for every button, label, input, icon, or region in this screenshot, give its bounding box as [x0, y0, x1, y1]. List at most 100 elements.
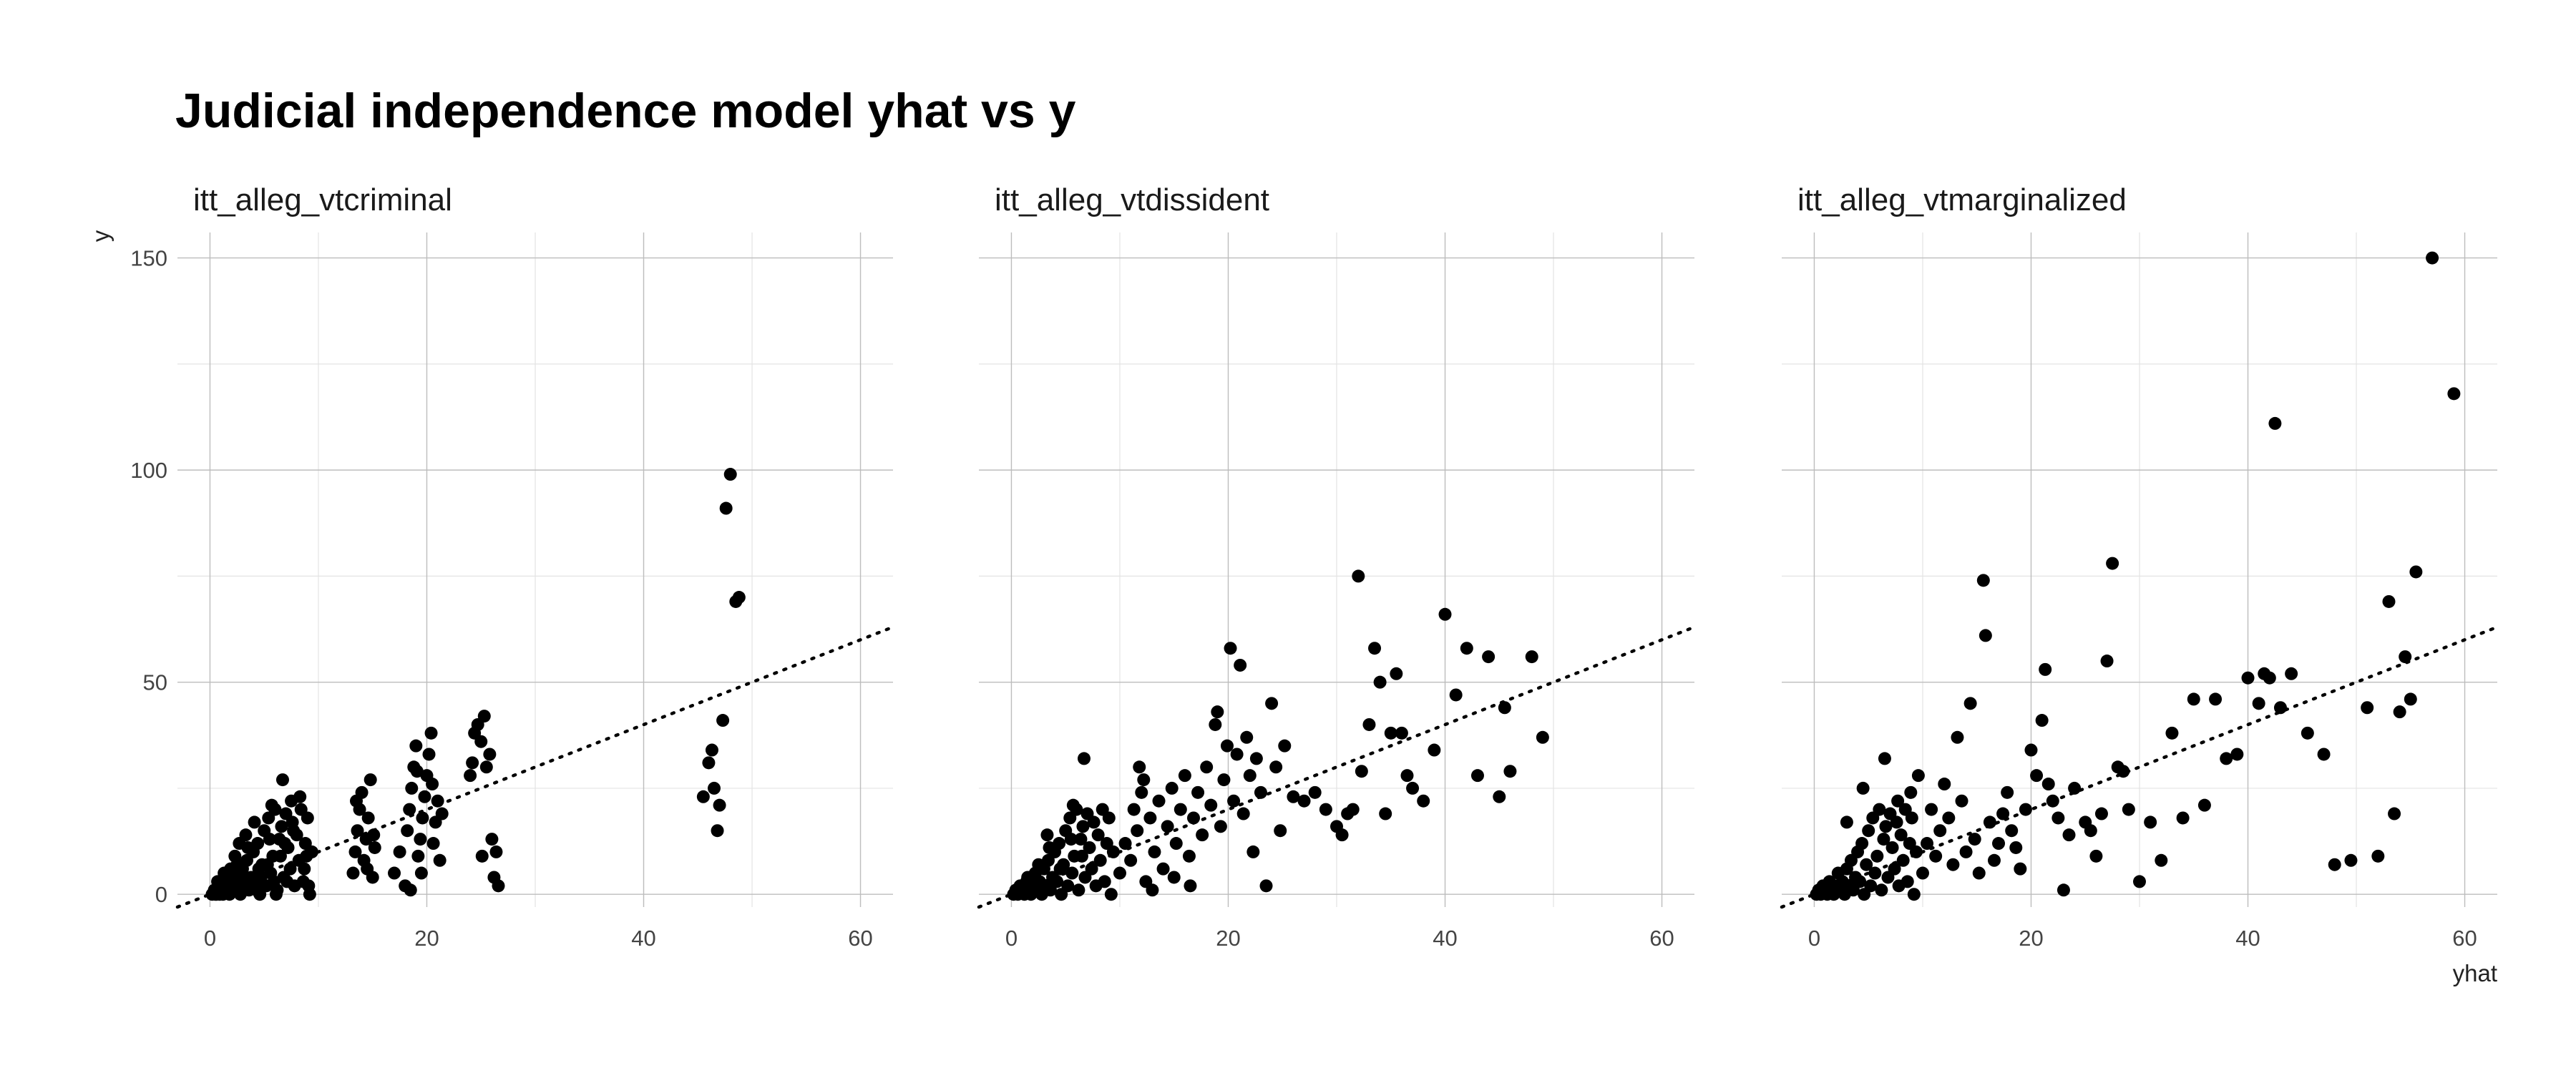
data-point [1087, 815, 1101, 829]
data-point [2361, 701, 2374, 715]
data-point [1265, 697, 1279, 710]
data-point [1178, 769, 1191, 783]
data-point [705, 743, 718, 757]
data-point [1077, 752, 1091, 765]
data-point [351, 824, 364, 838]
data-point [2019, 803, 2032, 816]
data-point [273, 849, 287, 863]
data-point [1143, 811, 1157, 825]
x-tick-label: 20 [1216, 926, 1240, 951]
data-point [1224, 642, 1237, 655]
data-point [1072, 883, 1085, 897]
data-point [1146, 883, 1159, 897]
data-point [260, 858, 274, 871]
data-point [1043, 841, 1056, 854]
data-point [301, 811, 314, 825]
data-point [1870, 849, 1884, 863]
data-point [1133, 760, 1146, 774]
y-tick-label: 150 [130, 246, 167, 271]
data-point [1909, 845, 1923, 858]
data-point [2382, 594, 2396, 608]
data-point [2409, 565, 2423, 579]
data-point [1875, 883, 1888, 897]
data-point [1406, 781, 1420, 795]
data-point [401, 824, 414, 838]
data-point [2268, 416, 2282, 430]
data-point [2001, 785, 2014, 799]
data-point [1390, 667, 1403, 680]
data-point [435, 807, 449, 820]
data-point [2263, 671, 2276, 685]
data-point [489, 845, 503, 858]
data-point [2051, 811, 2065, 825]
data-point [2187, 692, 2200, 706]
data-point [2005, 824, 2019, 838]
data-point [275, 773, 289, 787]
data-point [1249, 752, 1263, 765]
data-point [1137, 773, 1151, 787]
data-point [1091, 828, 1105, 842]
data-point [1373, 675, 1387, 689]
y-tick-label: 50 [143, 670, 167, 695]
data-point [475, 849, 489, 863]
reference-line [1780, 625, 2499, 909]
data-point [1395, 726, 1408, 740]
data-point [2241, 671, 2255, 685]
x-tick-label: 60 [848, 926, 872, 951]
data-point [464, 769, 477, 783]
data-point [1243, 769, 1257, 783]
data-point [1877, 833, 1890, 846]
data-point [1169, 837, 1183, 851]
data-point [1878, 752, 1891, 765]
data-point [1942, 811, 1956, 825]
data-point [716, 714, 730, 727]
data-point [1428, 743, 1441, 757]
data-point [1400, 769, 1414, 783]
data-point [361, 811, 375, 825]
data-point [732, 591, 746, 604]
data-point [250, 883, 263, 897]
data-point [1368, 642, 1382, 655]
data-point [414, 866, 428, 880]
data-point [1879, 820, 1893, 833]
x-tick-label: 0 [1005, 926, 1018, 951]
data-point [1040, 828, 1054, 842]
facet-panels: 0 20 40 60 0 50 100 150 itt_alleg_vtcriminal 0 20 4… [130, 182, 2499, 951]
data-point [2285, 667, 2298, 680]
data-point [2404, 692, 2417, 706]
x-tick-label: 60 [1649, 926, 1674, 951]
data-point [251, 837, 265, 851]
data-point [409, 739, 423, 753]
data-point [278, 837, 291, 851]
data-point [1352, 569, 1365, 583]
data-point [713, 798, 726, 812]
data-point [418, 790, 431, 803]
data-point [263, 833, 276, 846]
data-point [2030, 769, 2044, 783]
data-point [2046, 794, 2059, 808]
data-point [485, 833, 499, 846]
data-point [2252, 697, 2265, 710]
data-point [2106, 557, 2119, 570]
data-point [1234, 658, 1247, 672]
data-point [2009, 841, 2023, 854]
data-point [1148, 845, 1161, 858]
data-point [1921, 837, 1934, 851]
y-tick-label: 0 [155, 882, 167, 907]
y-axis-title: y [87, 230, 114, 242]
data-point [2176, 811, 2190, 825]
facet-label: itt_alleg_vtmarginalized [1797, 182, 2127, 217]
data-point [696, 790, 710, 803]
data-point [1065, 866, 1079, 880]
data-point [2197, 798, 2211, 812]
x-tick-label: 0 [204, 926, 216, 951]
x-tick-label: 20 [2019, 926, 2043, 951]
data-point [1417, 794, 1430, 808]
data-point [1053, 862, 1067, 876]
data-point [1075, 849, 1088, 863]
data-point [1460, 642, 1473, 655]
data-point [1525, 650, 1538, 664]
data-point [1209, 717, 1222, 731]
